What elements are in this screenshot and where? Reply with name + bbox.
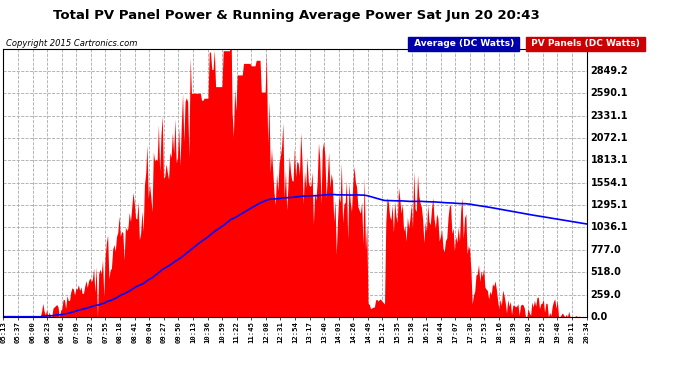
Text: Average (DC Watts): Average (DC Watts) <box>411 39 517 48</box>
Text: 518.0: 518.0 <box>591 267 622 277</box>
Text: 259.0: 259.0 <box>591 290 622 300</box>
Text: Total PV Panel Power & Running Average Power Sat Jun 20 20:43: Total PV Panel Power & Running Average P… <box>53 9 540 22</box>
Text: PV Panels (DC Watts): PV Panels (DC Watts) <box>528 39 643 48</box>
Text: 1554.1: 1554.1 <box>591 178 628 188</box>
Text: 2072.1: 2072.1 <box>591 133 628 143</box>
Text: 777.0: 777.0 <box>591 245 622 255</box>
Text: 3108.2: 3108.2 <box>591 44 629 54</box>
Text: 2590.1: 2590.1 <box>591 88 628 99</box>
Text: 1295.1: 1295.1 <box>591 200 628 210</box>
Text: 0.0: 0.0 <box>591 312 608 322</box>
Text: 2849.2: 2849.2 <box>591 66 629 76</box>
Text: Copyright 2015 Cartronics.com: Copyright 2015 Cartronics.com <box>6 39 137 48</box>
Text: 1036.1: 1036.1 <box>591 222 628 232</box>
Text: 2331.1: 2331.1 <box>591 111 628 121</box>
Text: 1813.1: 1813.1 <box>591 156 629 165</box>
